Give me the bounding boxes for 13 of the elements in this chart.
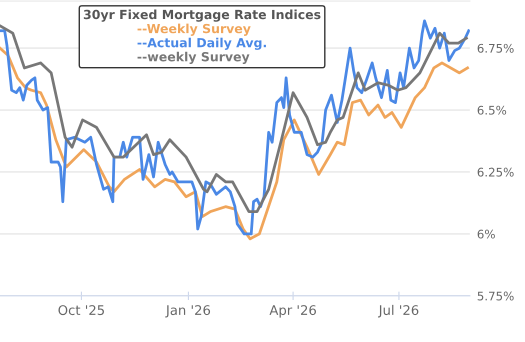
text: --Weekly Survey [138,24,251,36]
text: --weekly Survey [138,52,250,64]
y-tick-label: 6.75% [478,44,514,53]
text: --Actual Daily Avg. [138,38,266,50]
x-tick-label: Apr '26 [269,305,316,318]
y-tick-label: 5.75% [478,292,514,300]
x-tick-label: Oct '25 [58,305,104,316]
y-tick-label: 6.5% [478,106,506,115]
y-tick-label: 6.25% [478,168,514,177]
x-tick-label: Jan '26 [165,305,210,318]
x-tick-label: Jul '26 [378,304,418,318]
y-tick-label: 6% [478,230,495,239]
legend-title: 30yr Fixed Mortgage Rate Indices [84,10,320,22]
